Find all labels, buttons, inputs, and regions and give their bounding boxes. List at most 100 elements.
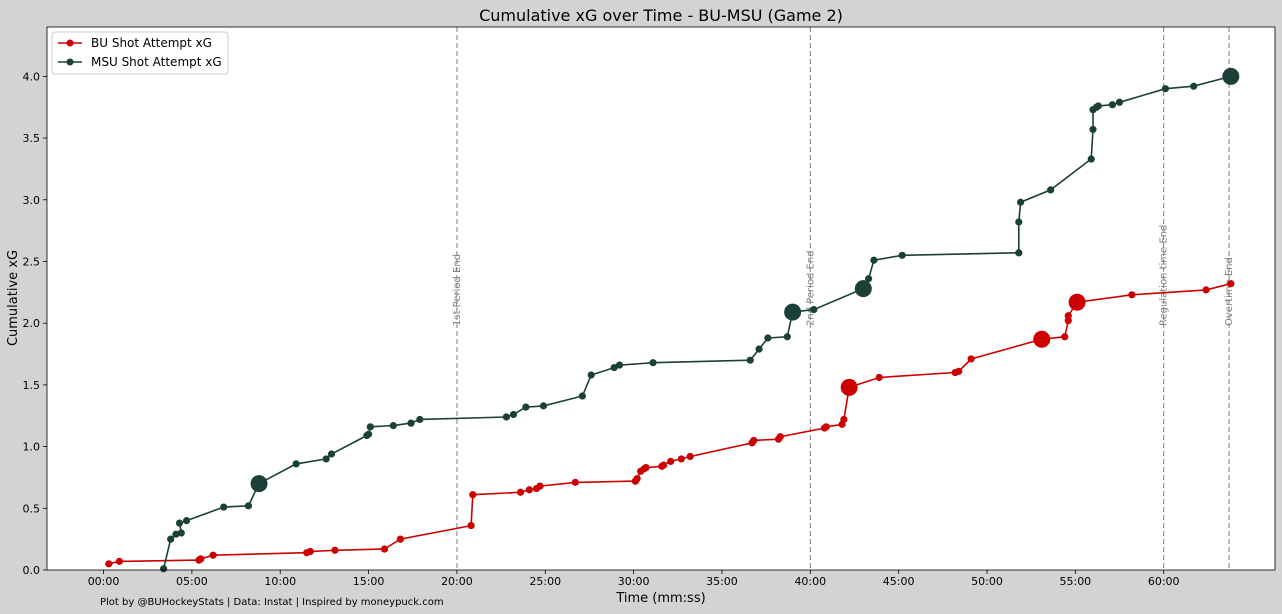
data-point	[649, 359, 657, 367]
data-point	[967, 355, 975, 363]
data-point	[1115, 98, 1124, 106]
data-point	[366, 423, 374, 431]
data-point	[783, 333, 791, 341]
data-point	[810, 306, 818, 314]
series-1	[160, 67, 1240, 573]
data-point	[197, 555, 205, 563]
data-point	[177, 529, 185, 537]
data-point	[1202, 286, 1210, 294]
legend-label-msu: MSU Shot Attempt xG	[91, 55, 222, 69]
x-tick-label: 25:00	[529, 575, 561, 588]
period-end-label: 2nd Period End	[805, 250, 816, 326]
data-point	[1108, 101, 1117, 109]
data-point	[220, 503, 228, 511]
data-point	[516, 488, 525, 496]
data-point	[1190, 82, 1198, 90]
data-point	[209, 551, 217, 559]
data-point	[667, 457, 675, 465]
data-point	[396, 535, 404, 543]
goal-marker	[784, 303, 802, 321]
data-point	[407, 419, 415, 427]
data-point	[160, 565, 168, 573]
x-tick-label: 15:00	[353, 575, 385, 588]
x-tick-label: 55:00	[1059, 575, 1091, 588]
data-point	[746, 356, 754, 364]
period-end-label: 1st Period End	[452, 254, 463, 326]
footer-credit: Plot by @BUHockeyStats | Data: Instat | …	[100, 597, 444, 608]
data-point	[865, 275, 873, 283]
data-point	[1064, 317, 1072, 325]
data-point	[502, 413, 510, 421]
data-point	[322, 455, 330, 463]
y-axis-ticks: 0.0 0.5 1.0 1.5 2.0 2.5 3.0 3.5 4.0	[23, 70, 47, 577]
data-point	[875, 373, 883, 382]
data-point	[525, 486, 533, 494]
x-tick-label: 00:00	[88, 575, 120, 588]
data-point	[327, 450, 336, 458]
data-point	[364, 430, 373, 438]
data-point	[1089, 125, 1097, 134]
y-tick-label: 1.0	[23, 441, 41, 454]
data-point	[1016, 198, 1025, 206]
data-point	[1087, 155, 1095, 163]
series-line	[108, 282, 1231, 565]
y-tick-label: 4.0	[23, 70, 41, 83]
data-point	[955, 367, 963, 375]
data-point	[469, 491, 477, 499]
data-point	[615, 361, 624, 369]
data-point	[1061, 333, 1069, 341]
data-point	[536, 482, 544, 490]
data-point	[105, 560, 113, 568]
data-point	[686, 452, 694, 461]
data-point	[539, 402, 548, 410]
data-point	[750, 436, 758, 445]
x-tick-label: 40:00	[794, 575, 826, 588]
legend-marker-bu	[66, 39, 74, 47]
data-point	[416, 415, 424, 424]
x-tick-label: 50:00	[971, 575, 1003, 588]
y-tick-label: 2.5	[23, 255, 41, 268]
data-point	[175, 519, 184, 527]
data-point	[1064, 312, 1072, 320]
y-tick-label: 1.5	[23, 379, 41, 392]
plot-frame	[46, 26, 1276, 571]
goal-marker	[840, 378, 858, 396]
data-point	[898, 251, 906, 259]
legend-label-bu: BU Shot Attempt xG	[91, 36, 212, 50]
data-point	[1227, 280, 1235, 288]
data-point	[115, 557, 124, 565]
data-point	[292, 460, 300, 468]
data-point	[331, 546, 339, 554]
legend-box	[51, 31, 229, 75]
x-tick-label: 30:00	[618, 575, 650, 588]
x-axis-label: Time (mm:ss)	[615, 591, 705, 606]
data-point	[1047, 186, 1055, 194]
data-point	[870, 256, 878, 264]
x-tick-label: 20:00	[441, 575, 473, 588]
data-point	[633, 475, 641, 483]
x-tick-label: 10:00	[264, 575, 296, 588]
x-tick-label: 05:00	[176, 575, 208, 588]
data-point	[306, 547, 314, 556]
chart-title: Cumulative xG over Time - BU-MSU (Game 2…	[479, 6, 843, 25]
x-tick-label: 45:00	[883, 575, 915, 588]
data-point	[244, 502, 253, 510]
data-point	[840, 415, 848, 424]
data-point	[571, 478, 579, 486]
data-point	[1015, 218, 1023, 226]
y-tick-label: 2.0	[23, 317, 41, 330]
x-tick-label: 35:00	[706, 575, 738, 588]
legend: BU Shot Attempt xG MSU Shot Attempt xG	[51, 31, 229, 75]
goal-marker	[1068, 293, 1086, 311]
data-point	[182, 517, 191, 525]
data-point	[822, 423, 830, 431]
data-point	[1094, 102, 1102, 110]
x-tick-label: 60:00	[1148, 575, 1180, 588]
data-point	[1015, 249, 1023, 257]
data-point	[522, 403, 530, 411]
data-point	[389, 422, 397, 430]
data-point	[587, 371, 595, 379]
period-end-label: Overtime End	[1224, 257, 1235, 326]
data-point	[642, 463, 650, 472]
